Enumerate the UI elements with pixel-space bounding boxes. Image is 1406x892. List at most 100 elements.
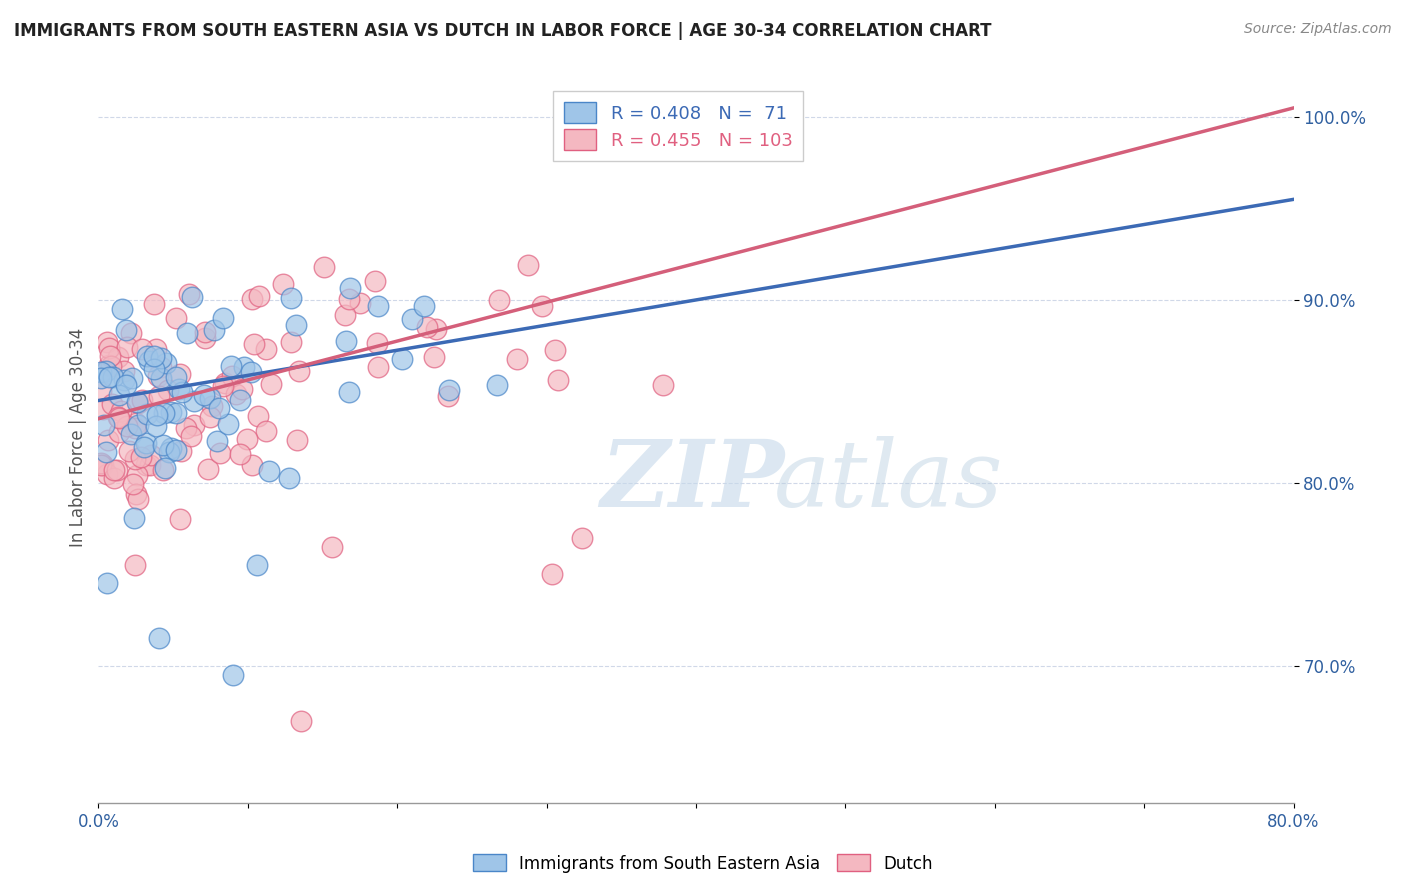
Point	[111, 301, 134, 316]
Point	[183, 417, 205, 432]
Point	[193, 388, 215, 402]
Point	[98, 349, 121, 363]
Point	[212, 310, 235, 325]
Point	[194, 331, 217, 345]
Point	[209, 446, 232, 460]
Point	[108, 411, 131, 425]
Point	[247, 409, 270, 424]
Point	[112, 373, 135, 387]
Point	[125, 467, 148, 482]
Point	[198, 409, 221, 424]
Point	[544, 343, 567, 357]
Point	[96, 576, 118, 591]
Point	[132, 440, 155, 454]
Point	[207, 401, 229, 416]
Point	[488, 293, 510, 307]
Point	[124, 558, 146, 573]
Point	[139, 458, 162, 473]
Legend: Immigrants from South Eastern Asia, Dutch: Immigrants from South Eastern Asia, Dutc…	[465, 847, 941, 880]
Point	[284, 318, 307, 332]
Point	[339, 281, 361, 295]
Point	[366, 335, 388, 350]
Point	[157, 445, 180, 459]
Point	[364, 274, 387, 288]
Point	[103, 463, 125, 477]
Point	[416, 320, 439, 334]
Point	[103, 471, 125, 485]
Point	[143, 296, 166, 310]
Point	[271, 277, 294, 291]
Point	[110, 404, 132, 418]
Point	[200, 391, 222, 405]
Point	[150, 360, 173, 375]
Point	[194, 325, 217, 339]
Point	[169, 368, 191, 382]
Text: atlas: atlas	[773, 436, 1002, 526]
Point	[115, 377, 138, 392]
Point	[335, 334, 357, 349]
Point	[288, 364, 311, 378]
Point	[247, 288, 270, 302]
Point	[333, 308, 356, 322]
Point	[146, 368, 169, 383]
Point	[290, 714, 312, 728]
Point	[100, 359, 122, 373]
Point	[90, 371, 112, 385]
Point	[170, 384, 193, 399]
Point	[437, 389, 460, 403]
Point	[108, 425, 131, 440]
Point	[135, 436, 157, 450]
Point	[93, 418, 115, 433]
Point	[207, 434, 229, 448]
Point	[115, 419, 138, 434]
Point	[125, 487, 148, 501]
Point	[277, 471, 299, 485]
Point	[131, 342, 153, 356]
Point	[145, 419, 167, 434]
Point	[176, 326, 198, 340]
Point	[122, 510, 145, 524]
Point	[232, 359, 254, 374]
Point	[181, 290, 204, 304]
Point	[367, 299, 389, 313]
Point	[131, 393, 153, 408]
Point	[122, 477, 145, 491]
Point	[94, 364, 117, 378]
Point	[367, 360, 389, 375]
Point	[97, 434, 120, 448]
Point	[321, 540, 343, 554]
Point	[124, 421, 146, 435]
Point	[217, 417, 239, 431]
Point	[571, 531, 593, 545]
Point	[112, 364, 135, 378]
Point	[129, 450, 152, 464]
Point	[169, 512, 191, 526]
Point	[222, 667, 245, 681]
Point	[124, 452, 146, 467]
Point	[138, 354, 160, 368]
Point	[246, 558, 269, 573]
Point	[180, 429, 202, 443]
Point	[96, 467, 118, 482]
Point	[202, 323, 225, 337]
Point	[541, 567, 564, 582]
Point	[287, 434, 309, 448]
Point	[118, 444, 141, 458]
Point	[312, 260, 335, 275]
Point	[229, 393, 252, 408]
Point	[114, 323, 136, 337]
Point	[257, 464, 280, 478]
Point	[165, 442, 187, 457]
Point	[179, 287, 201, 301]
Point	[197, 462, 219, 476]
Point	[90, 456, 112, 470]
Point	[96, 445, 118, 459]
Point	[141, 448, 163, 462]
Point	[152, 463, 174, 477]
Point	[117, 339, 139, 353]
Point	[125, 416, 148, 430]
Point	[127, 417, 149, 432]
Point	[97, 369, 120, 384]
Point	[107, 350, 129, 364]
Point	[254, 342, 277, 356]
